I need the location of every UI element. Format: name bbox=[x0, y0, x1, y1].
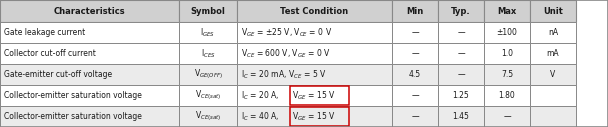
Bar bbox=[0, 64, 179, 85]
Text: I$_{GES}$: I$_{GES}$ bbox=[201, 26, 216, 39]
Text: Collector-emitter saturation voltage: Collector-emitter saturation voltage bbox=[4, 91, 142, 100]
Bar bbox=[237, 64, 392, 85]
Text: 4.5: 4.5 bbox=[409, 70, 421, 79]
Bar bbox=[179, 43, 237, 64]
Text: 1.25: 1.25 bbox=[452, 91, 469, 100]
Bar bbox=[438, 85, 484, 106]
Text: Max: Max bbox=[497, 6, 517, 15]
Text: —: — bbox=[457, 70, 465, 79]
Bar bbox=[0, 85, 179, 106]
Text: —: — bbox=[411, 28, 419, 37]
Bar bbox=[290, 86, 350, 105]
Bar bbox=[179, 85, 237, 106]
Bar bbox=[438, 0, 484, 22]
Text: Typ.: Typ. bbox=[451, 6, 471, 15]
Bar bbox=[438, 64, 484, 85]
Text: —: — bbox=[457, 49, 465, 58]
Bar bbox=[530, 106, 576, 127]
Bar bbox=[530, 64, 576, 85]
Bar bbox=[438, 43, 484, 64]
Bar bbox=[237, 106, 392, 127]
Bar bbox=[438, 22, 484, 43]
Text: Symbol: Symbol bbox=[190, 6, 226, 15]
Text: nA: nA bbox=[548, 28, 558, 37]
Text: I$_{CES}$: I$_{CES}$ bbox=[201, 47, 215, 60]
Bar bbox=[530, 22, 576, 43]
Bar bbox=[530, 0, 576, 22]
Text: —: — bbox=[503, 112, 511, 121]
Text: Test Condition: Test Condition bbox=[280, 6, 348, 15]
Text: 7.5: 7.5 bbox=[501, 70, 513, 79]
Text: I$_{C}$ = 20 mA, V$_{CE}$ = 5 V: I$_{C}$ = 20 mA, V$_{CE}$ = 5 V bbox=[241, 68, 326, 81]
Bar bbox=[484, 43, 530, 64]
Text: Unit: Unit bbox=[543, 6, 563, 15]
Bar bbox=[290, 107, 350, 126]
Bar bbox=[179, 0, 237, 22]
Text: V$_{GE(OFF)}$: V$_{GE(OFF)}$ bbox=[193, 68, 223, 81]
Bar bbox=[392, 43, 438, 64]
Bar bbox=[237, 43, 392, 64]
Text: V$_{CE}$ = 600 V, V$_{GE}$ = 0 V: V$_{CE}$ = 600 V, V$_{GE}$ = 0 V bbox=[241, 47, 331, 60]
Text: V$_{GE}$ = 15 V: V$_{GE}$ = 15 V bbox=[292, 110, 335, 123]
Text: 1.0: 1.0 bbox=[501, 49, 513, 58]
Text: V: V bbox=[550, 70, 556, 79]
Bar bbox=[179, 22, 237, 43]
Text: Collector cut-off current: Collector cut-off current bbox=[4, 49, 96, 58]
Bar bbox=[0, 106, 179, 127]
Bar bbox=[0, 0, 179, 22]
Text: 1.45: 1.45 bbox=[452, 112, 469, 121]
Text: Gate-emitter cut-off voltage: Gate-emitter cut-off voltage bbox=[4, 70, 112, 79]
Text: I$_{C}$ = 40 A,: I$_{C}$ = 40 A, bbox=[241, 110, 280, 123]
Text: V$_{GE}$ = 15 V: V$_{GE}$ = 15 V bbox=[292, 89, 335, 102]
Text: 1.80: 1.80 bbox=[499, 91, 516, 100]
Text: V$_{CE(sat)}$: V$_{CE(sat)}$ bbox=[195, 89, 221, 102]
Bar bbox=[484, 0, 530, 22]
Bar bbox=[484, 106, 530, 127]
Bar bbox=[530, 85, 576, 106]
Bar bbox=[530, 43, 576, 64]
Text: —: — bbox=[411, 91, 419, 100]
Bar bbox=[392, 64, 438, 85]
Text: —: — bbox=[411, 49, 419, 58]
Bar bbox=[484, 64, 530, 85]
Bar bbox=[237, 85, 392, 106]
Text: —: — bbox=[457, 28, 465, 37]
Bar bbox=[438, 106, 484, 127]
Bar bbox=[237, 0, 392, 22]
Bar bbox=[0, 22, 179, 43]
Text: I$_{C}$ = 20 A,: I$_{C}$ = 20 A, bbox=[241, 89, 280, 102]
Text: V$_{CE(sat)}$: V$_{CE(sat)}$ bbox=[195, 110, 221, 123]
Bar bbox=[484, 22, 530, 43]
Bar bbox=[392, 0, 438, 22]
Bar bbox=[392, 106, 438, 127]
Bar bbox=[392, 85, 438, 106]
Bar bbox=[179, 64, 237, 85]
Text: —: — bbox=[411, 112, 419, 121]
Bar bbox=[0, 43, 179, 64]
Bar bbox=[392, 22, 438, 43]
Text: Collector-emitter saturation voltage: Collector-emitter saturation voltage bbox=[4, 112, 142, 121]
Text: Characteristics: Characteristics bbox=[54, 6, 125, 15]
Text: mA: mA bbox=[547, 49, 559, 58]
Bar bbox=[484, 85, 530, 106]
Text: V$_{GE}$ = ±25 V, V$_{CE}$ = 0 V: V$_{GE}$ = ±25 V, V$_{CE}$ = 0 V bbox=[241, 26, 332, 39]
Bar bbox=[179, 106, 237, 127]
Text: Gate leakage current: Gate leakage current bbox=[4, 28, 85, 37]
Text: ±100: ±100 bbox=[497, 28, 517, 37]
Bar bbox=[237, 22, 392, 43]
Text: Min: Min bbox=[406, 6, 424, 15]
